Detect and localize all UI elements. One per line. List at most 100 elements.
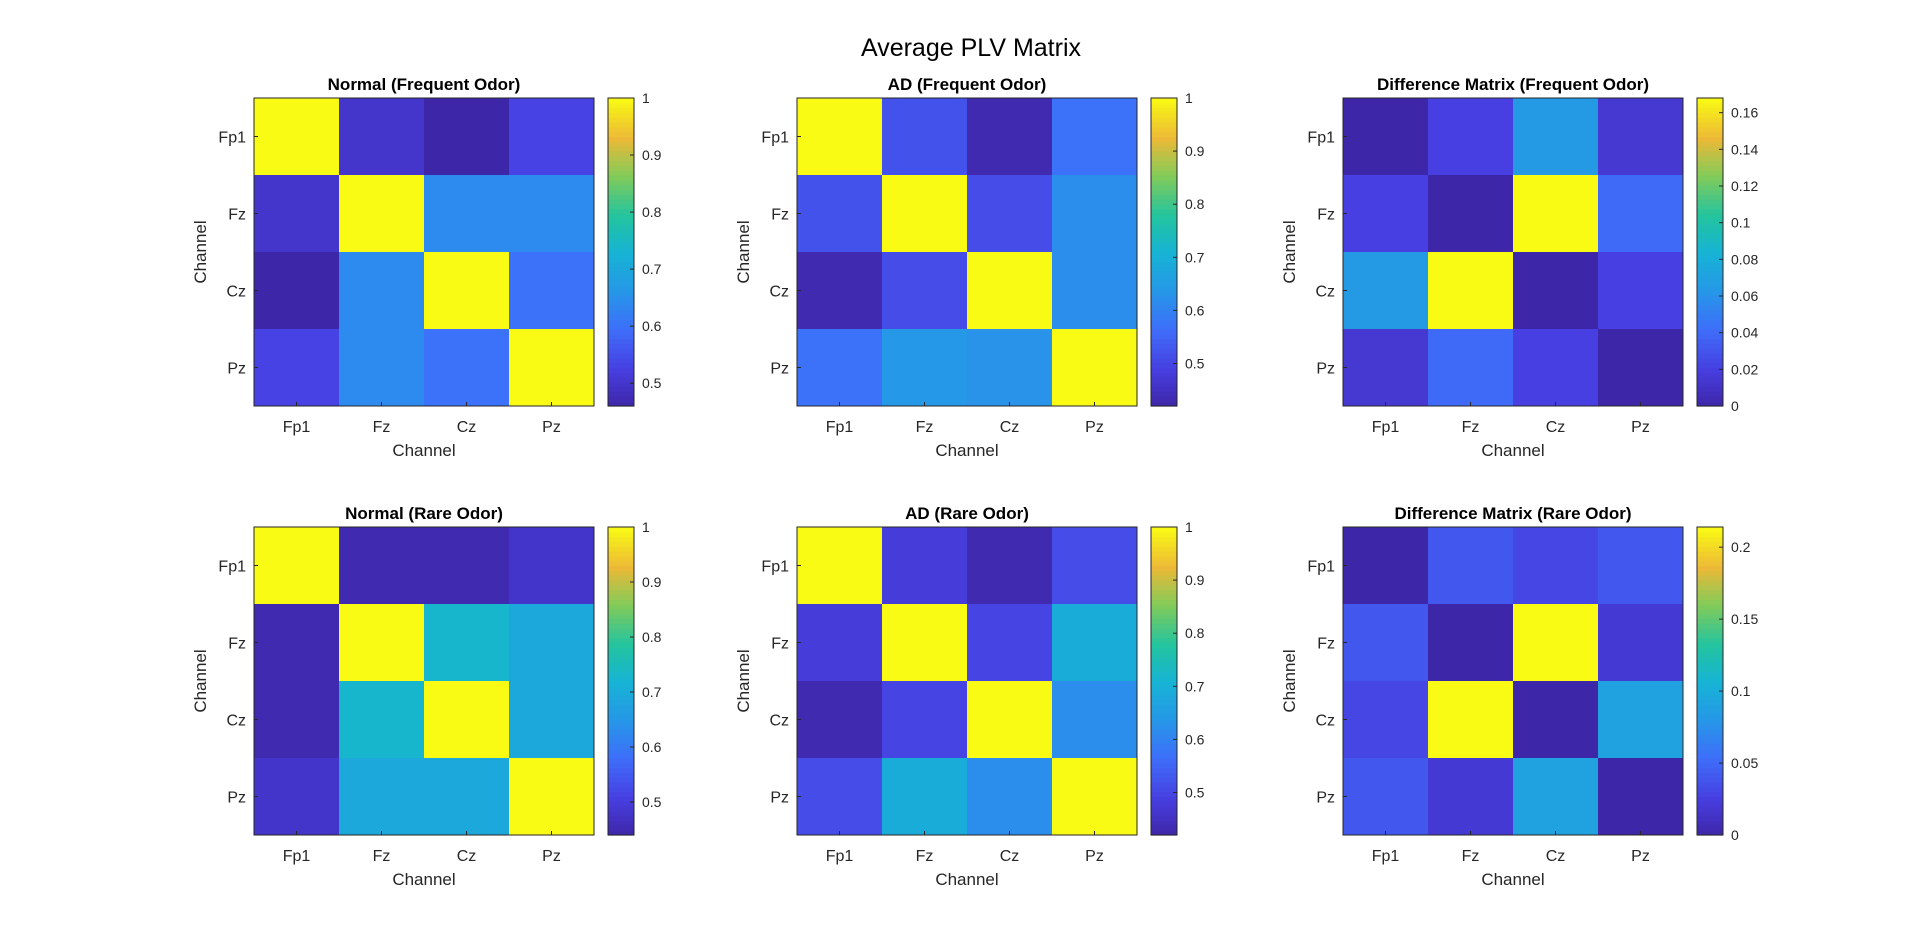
colorbar-segment [1697, 748, 1723, 754]
colorbar-segment [1697, 213, 1723, 219]
colorbar-segment [608, 160, 634, 166]
colorbar-segment [1151, 276, 1177, 282]
colorbar-segment [608, 343, 634, 349]
colorbar-segment [1151, 367, 1177, 373]
colorbar-segment [1697, 227, 1723, 234]
colorbar-segment [608, 738, 634, 745]
heatmap-cell-fz-cz [967, 604, 1053, 682]
colorbar-segment [1151, 261, 1177, 268]
y-tick-label: Cz [1315, 284, 1335, 301]
colorbar-segment [608, 690, 634, 697]
colorbar-segment [1697, 714, 1723, 721]
colorbar-segment [608, 227, 634, 234]
colorbar-tick-label: 0.5 [1185, 356, 1205, 372]
panel-title: Difference Matrix (Frequent Odor) [1377, 75, 1649, 94]
colorbar-segment [608, 733, 634, 740]
colorbar-segment [1697, 203, 1723, 210]
heatmap-cell-fp1-fz [1428, 527, 1514, 605]
x-tick-label: Fz [916, 848, 934, 865]
colorbar-segment [1151, 705, 1177, 711]
x-axis-label: Channel [935, 441, 998, 460]
heatmap-cell-fp1-fz [339, 527, 425, 605]
heatmap-cell-fp1-cz [1513, 98, 1599, 176]
colorbar-segment [1151, 160, 1177, 166]
colorbar-segment [1151, 396, 1177, 402]
heatmap-cell-fz-fz [339, 604, 425, 682]
colorbar-segment [1151, 122, 1177, 128]
colorbar-segment [1151, 613, 1177, 620]
colorbar-segment [1697, 136, 1723, 142]
colorbar-segment [1697, 782, 1723, 788]
colorbar-segment [1697, 527, 1723, 533]
y-tick-label: Pz [770, 790, 789, 807]
colorbar-segment [1151, 570, 1177, 576]
colorbar-segment [608, 656, 634, 663]
colorbar-segment [1151, 584, 1177, 591]
colorbar-segment [1697, 155, 1723, 162]
colorbar-tick-label: 0.9 [642, 574, 662, 590]
colorbar-tick-label: 1 [1185, 90, 1193, 106]
x-tick-label: Fp1 [1372, 419, 1400, 436]
colorbar-segment [1151, 661, 1177, 668]
colorbar-segment [1697, 613, 1723, 620]
axes-frame [253, 97, 595, 407]
colorbar-segment [1697, 733, 1723, 740]
heatmap-cell-cz-cz [424, 681, 510, 759]
colorbar-tick-label: 0.8 [1185, 196, 1205, 212]
colorbar-tick-label: 1 [1185, 519, 1193, 535]
colorbar-segment [1697, 401, 1723, 407]
colorbar-segment [608, 184, 634, 191]
colorbar-segment [1151, 242, 1177, 248]
heatmap-cell-pz-cz [424, 329, 510, 407]
colorbar-segment [1697, 690, 1723, 697]
colorbar-segment [608, 527, 634, 533]
colorbar-segment [1151, 666, 1177, 672]
colorbar-segment [1697, 705, 1723, 711]
colorbar-segment [608, 729, 634, 735]
colorbar-segment [1151, 179, 1177, 186]
x-axis-label: Channel [935, 870, 998, 889]
colorbar-segment [1151, 401, 1177, 407]
colorbar-segment [608, 256, 634, 263]
colorbar-segment [608, 758, 634, 764]
colorbar-tick-label: 0.5 [1185, 785, 1205, 801]
colorbar-segment [1697, 290, 1723, 296]
colorbar-segment [1697, 709, 1723, 716]
colorbar-segment [1151, 256, 1177, 263]
colorbar-segment [1697, 628, 1723, 634]
colorbar-segment [608, 362, 634, 369]
heatmap-cell-cz-fp1 [1343, 681, 1429, 759]
colorbar-segment [608, 165, 634, 171]
colorbar-segment [1151, 324, 1177, 330]
colorbar-segment [1151, 329, 1177, 335]
colorbar-segment [1151, 141, 1177, 147]
heatmap-cell-cz-fz [882, 681, 968, 759]
x-tick-label: Fz [373, 848, 391, 865]
colorbar-segment [1151, 743, 1177, 749]
colorbar-segment [1151, 632, 1177, 639]
x-axis-label: Channel [392, 441, 455, 460]
colorbar-segment [1151, 112, 1177, 118]
colorbar-segment [1697, 300, 1723, 306]
colorbar-segment [1697, 256, 1723, 263]
colorbar-segment [1697, 589, 1723, 595]
heatmap-cell-fz-fz [882, 175, 968, 253]
colorbar-segment [1697, 184, 1723, 191]
colorbar-tick-label: 1 [642, 90, 650, 106]
heatmap-cell-pz-fz [882, 329, 968, 407]
colorbar-segment [1151, 531, 1177, 538]
colorbar-segment [1697, 560, 1723, 567]
x-tick-label: Cz [1000, 419, 1020, 436]
colorbar-segment [608, 599, 634, 605]
colorbar-segment [1697, 285, 1723, 292]
colorbar-segment [608, 676, 634, 682]
colorbar-segment [1151, 247, 1177, 253]
colorbar-segment [1151, 304, 1177, 311]
colorbar-segment [1151, 748, 1177, 754]
colorbar-segment [608, 772, 634, 778]
colorbar-segment [1151, 786, 1177, 793]
colorbar-segment [1697, 700, 1723, 706]
heatmap-cell-fp1-fp1 [254, 527, 340, 605]
colorbar-segment [1151, 690, 1177, 697]
colorbar-segment [1697, 536, 1723, 543]
